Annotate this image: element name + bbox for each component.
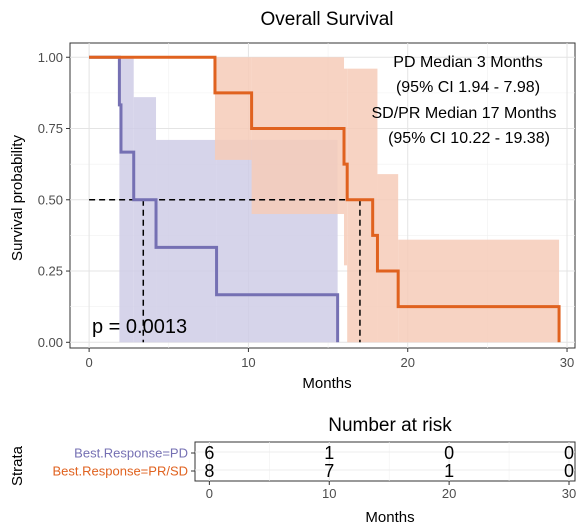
- risk-panel: [194, 441, 576, 482]
- km-plot: 0 10 20 30 0.00 0.25 0.50 0.75 1.00 Overall Surv…: [9, 9, 576, 392]
- survival-curves: [89, 55, 561, 343]
- ci-band-pd: [133, 97, 157, 343]
- risk-count: 7: [324, 461, 334, 481]
- risk-x-tick-label: 10: [322, 486, 336, 501]
- survival-curve-prsd: [89, 55, 561, 343]
- risk-table-title: Number at risk: [328, 415, 452, 436]
- risk-x-tick-label: 20: [442, 486, 456, 501]
- risk-count: 8: [204, 461, 214, 481]
- risk-table: Number at risk 6 1 0 08 7 1 0 Best.Response=PD…: [9, 415, 576, 526]
- x-tick-label: 20: [400, 355, 414, 370]
- risk-x-axis-label: Months: [365, 509, 414, 526]
- ci-band-pd: [119, 57, 134, 343]
- risk-count: 1: [324, 443, 334, 463]
- survival-curve-pd: [89, 55, 340, 343]
- risk-count: 0: [444, 443, 454, 463]
- x-tick-label: 10: [241, 355, 255, 370]
- x-tick-label: 0: [85, 355, 92, 370]
- ci-band-pd: [156, 139, 217, 343]
- sd-median-annotation: SD/PR Median 17 Months: [372, 105, 557, 122]
- y-tick-label: 0.25: [38, 264, 63, 279]
- y-tick-label: 0.50: [38, 192, 63, 207]
- risk-count: 1: [444, 461, 454, 481]
- sd-ci-annotation: (95% CI 10.22 - 19.38): [388, 130, 550, 147]
- risk-x-tick-label: 30: [562, 486, 576, 501]
- risk-count: 0: [564, 443, 574, 463]
- ci-band-prsd: [398, 239, 560, 343]
- chart-title: Overall Survival: [260, 9, 393, 30]
- y-tick-label: 0.75: [38, 121, 63, 136]
- p-value: p = 0.0013: [92, 316, 187, 338]
- axes: 0 10 20 30 0.00 0.25 0.50 0.75 1.00: [38, 50, 575, 370]
- risk-grid: [195, 442, 575, 481]
- x-tick-label: 30: [560, 355, 574, 370]
- pd-median-annotation: PD Median 3 Months: [393, 54, 542, 71]
- risk-y-axis-label: Strata: [9, 445, 26, 486]
- risk-strata-label: Best.Response=PR/SD: [53, 464, 188, 479]
- ci-band-prsd: [344, 68, 348, 266]
- risk-count: 6: [204, 443, 214, 463]
- y-tick-label: 1.00: [38, 50, 63, 65]
- ci-band-prsd: [377, 174, 399, 343]
- y-tick-label: 0.00: [38, 335, 63, 350]
- risk-strata-label: Best.Response=PD: [74, 446, 188, 461]
- risk-count: 0: [564, 461, 574, 481]
- risk-x-tick-label: 0: [206, 486, 213, 501]
- x-axis-label: Months: [302, 375, 351, 392]
- pd-ci-annotation: (95% CI 1.94 - 7.98): [396, 79, 540, 96]
- risk-cells: 6 1 0 08 7 1 0: [204, 443, 574, 481]
- ci-band-prsd: [214, 57, 252, 160]
- y-axis-label: Survival probability: [9, 135, 26, 261]
- confidence-bands: [119, 57, 560, 343]
- ci-band-prsd: [251, 57, 345, 215]
